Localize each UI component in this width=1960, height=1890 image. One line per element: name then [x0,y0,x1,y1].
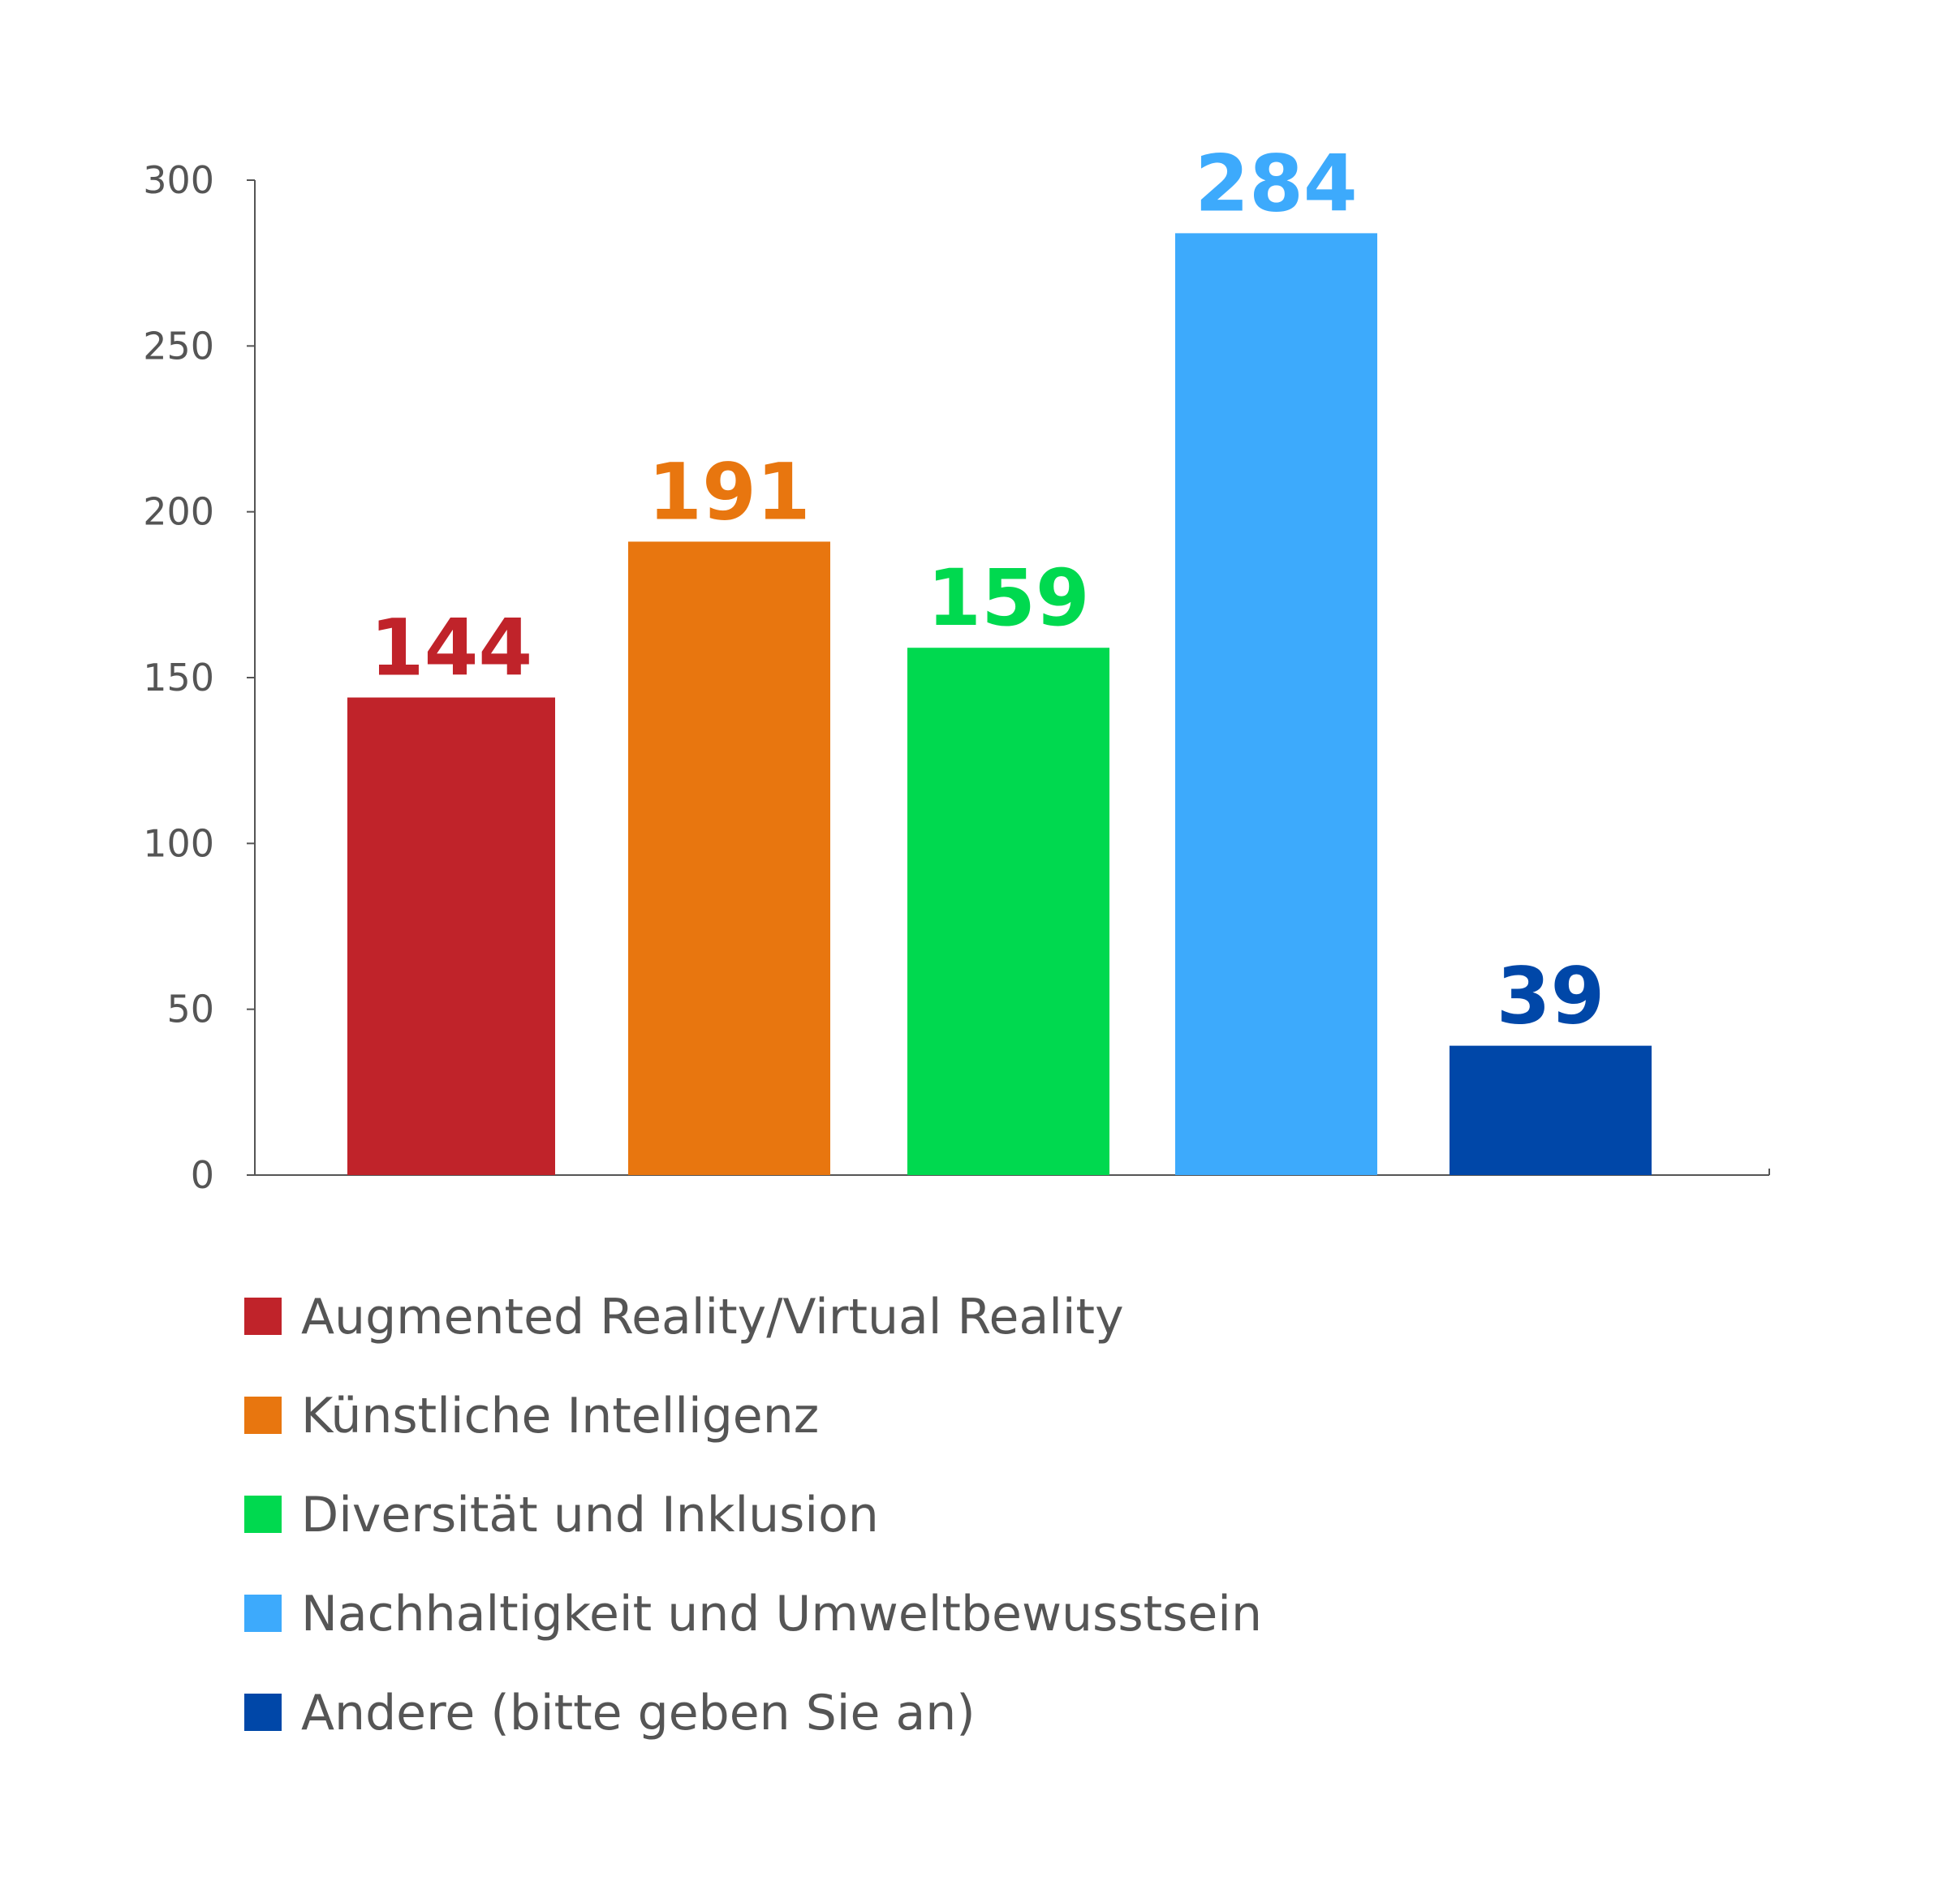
bar-value-label: 39 [1497,951,1605,1042]
bar-value-label: 191 [648,446,810,537]
legend: Augmented Reality/Virtual Reality Künstli… [244,1289,1262,1741]
bar [907,648,1109,1175]
bar [347,697,555,1175]
legend-label: Künstliche Intelligenz [301,1388,819,1444]
y-tick-label: 300 [143,158,214,202]
legend-swatch [244,1694,282,1731]
bar [1450,1045,1652,1175]
legend-swatch [244,1298,282,1335]
y-tick-label: 50 [166,988,214,1031]
bar-value-label: 284 [1195,138,1357,229]
y-tick-label: 150 [143,656,214,700]
legend-label: Andere (bitte geben Sie an) [301,1685,976,1741]
bar [1175,233,1377,1175]
value-labels: 144 191 159 284 39 [370,138,1605,1041]
y-tick-label: 100 [143,821,214,865]
bar-value-label: 144 [370,603,532,694]
legend-swatch [244,1496,282,1533]
y-tick-label: 250 [143,324,214,368]
bar [628,541,830,1175]
y-tick-label: 0 [191,1153,214,1197]
bar-value-label: 159 [927,553,1089,644]
legend-label: Nachhaltigkeit und Umweltbewusstsein [301,1586,1262,1642]
legend-swatch [244,1397,282,1434]
bars [347,233,1652,1175]
legend-label: Augmented Reality/Virtual Reality [301,1289,1124,1345]
legend-swatch [244,1595,282,1632]
y-axis: 0 50 100 150 200 250 300 [143,158,256,1197]
y-tick-label: 200 [143,490,214,534]
legend-label: Diversität und Inklusion [301,1487,879,1543]
